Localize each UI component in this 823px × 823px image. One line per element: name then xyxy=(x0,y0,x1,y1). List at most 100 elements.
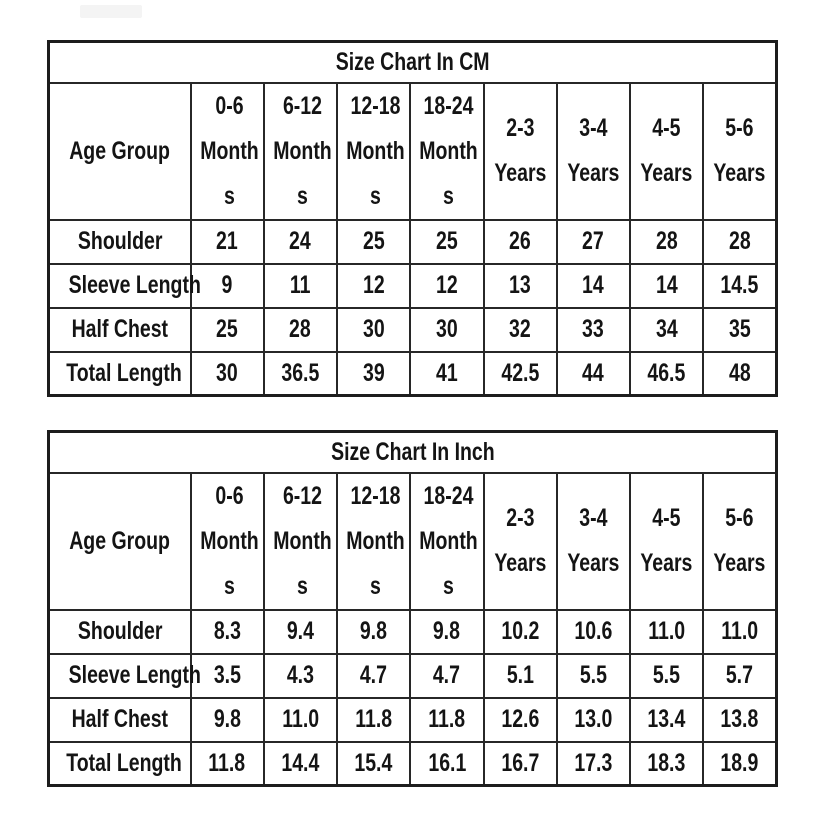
cell-value: 10.2 xyxy=(501,617,540,645)
cell-value: 17.3 xyxy=(574,748,613,777)
column-header-cell: 0-6 Month s xyxy=(189,471,265,611)
table-row: Shoulder 8.3 9.4 9.8 9.8 10.2 10.6 11.0 … xyxy=(47,608,778,655)
value-cell: 16.1 xyxy=(409,740,485,787)
cell-value: 36.5 xyxy=(281,358,320,387)
cell-value: 9.4 xyxy=(286,617,314,645)
column-header-cell: 6-12 Month s xyxy=(262,471,339,611)
value-cell: 28 xyxy=(262,306,339,353)
cell-value: 12 xyxy=(436,271,458,299)
cell-value: 9.8 xyxy=(433,617,461,645)
cell-value: 30 xyxy=(362,315,385,343)
value-cell: 34 xyxy=(628,306,705,353)
row-label: Sleeve Length xyxy=(68,271,201,299)
column-header-cell: 0-6 Month s xyxy=(189,81,265,221)
cell-value: 21 xyxy=(216,227,238,255)
column-header-label: 18-24 Month s xyxy=(419,91,478,210)
cell-value: 28 xyxy=(289,315,312,343)
cell-value: 41 xyxy=(436,358,458,387)
value-cell: 14 xyxy=(628,262,705,309)
cell-value: 30 xyxy=(216,358,238,387)
row-label-cell: Shoulder xyxy=(47,608,192,655)
value-cell: 5.5 xyxy=(628,652,705,699)
column-header-label: 6-12 Month s xyxy=(272,481,332,600)
value-cell: 18.3 xyxy=(628,740,705,787)
value-cell: 35 xyxy=(702,306,778,353)
value-cell: 28 xyxy=(702,218,778,265)
cell-value: 4.7 xyxy=(360,661,388,689)
table-row: Total Length 30 36.5 39 41 42.5 44 46.5 … xyxy=(47,350,778,397)
cell-value: 12 xyxy=(362,271,385,299)
row-label-cell: Total Length xyxy=(47,740,192,787)
cell-value: 9 xyxy=(221,271,233,299)
value-cell: 30 xyxy=(189,350,265,397)
row-label: Half Chest xyxy=(71,705,168,733)
column-header-label: 3-4 Years xyxy=(567,504,620,577)
cell-value: 3.5 xyxy=(213,661,241,689)
cell-value: 16.7 xyxy=(501,748,540,777)
size-chart-inch-table: Size Chart In Inch Age Group 0-6 Month s… xyxy=(47,430,778,787)
column-header-label: 6-12 Month s xyxy=(272,91,332,210)
value-cell: 39 xyxy=(335,350,412,397)
cell-value: 39 xyxy=(362,358,385,387)
value-cell: 26 xyxy=(482,218,558,265)
value-cell: 25 xyxy=(189,306,265,353)
value-cell: 5.7 xyxy=(702,652,778,699)
cell-value: 28 xyxy=(655,227,678,255)
cell-value: 11.8 xyxy=(428,705,466,733)
value-cell: 14.4 xyxy=(262,740,339,787)
cell-value: 24 xyxy=(289,227,312,255)
value-cell: 41 xyxy=(409,350,485,397)
column-header-cell: 3-4 Years xyxy=(555,471,632,611)
table-title-cell: Size Chart In CM xyxy=(47,40,778,84)
cell-value: 4.3 xyxy=(286,661,314,689)
value-cell: 28 xyxy=(628,218,705,265)
value-cell: 46.5 xyxy=(628,350,705,397)
column-header-cell: 2-3 Years xyxy=(482,81,558,221)
row-label-cell: Sleeve Length xyxy=(47,262,201,309)
cell-value: 27 xyxy=(582,227,605,255)
table-row: Total Length 11.8 14.4 15.4 16.1 16.7 17… xyxy=(47,740,778,787)
cell-value: 11.0 xyxy=(648,617,686,645)
cell-value: 30 xyxy=(436,315,458,343)
table-title-cell: Size Chart In Inch xyxy=(47,430,778,474)
value-cell: 13.0 xyxy=(555,696,632,743)
value-cell: 16.7 xyxy=(482,740,558,787)
cell-value: 13 xyxy=(509,271,531,299)
cell-value: 11.0 xyxy=(281,705,319,733)
value-cell: 24 xyxy=(262,218,339,265)
table-title: Size Chart In Inch xyxy=(330,437,495,466)
value-cell: 11.0 xyxy=(262,696,339,743)
value-cell: 21 xyxy=(189,218,265,265)
cell-value: 14.5 xyxy=(720,271,759,299)
value-cell: 3.5 xyxy=(189,652,265,699)
value-cell: 4.7 xyxy=(409,652,485,699)
cell-value: 5.1 xyxy=(506,661,534,689)
value-cell: 5.1 xyxy=(482,652,558,699)
cell-value: 15.4 xyxy=(354,748,393,777)
cell-value: 14.4 xyxy=(281,748,320,777)
cell-value: 18.3 xyxy=(647,748,686,777)
cell-value: 5.5 xyxy=(653,661,681,689)
cell-value: 9.8 xyxy=(213,705,241,733)
cell-value: 13.0 xyxy=(574,705,613,733)
column-header-cell: 18-24 Month s xyxy=(409,471,485,611)
value-cell: 10.6 xyxy=(555,608,632,655)
cell-value: 12.6 xyxy=(501,705,540,733)
column-header-cell: 18-24 Month s xyxy=(409,81,485,221)
cell-value: 11.0 xyxy=(721,617,759,645)
column-header-label: 0-6 Month s xyxy=(199,481,259,600)
cell-value: 44 xyxy=(582,358,605,387)
cell-value: 14 xyxy=(582,271,605,299)
cell-value: 4.7 xyxy=(433,661,461,689)
value-cell: 11.8 xyxy=(335,696,412,743)
cell-value: 11 xyxy=(290,271,311,299)
value-cell: 44 xyxy=(555,350,632,397)
value-cell: 42.5 xyxy=(482,350,558,397)
cell-value: 16.1 xyxy=(427,748,466,777)
value-cell: 36.5 xyxy=(262,350,339,397)
value-cell: 30 xyxy=(409,306,485,353)
value-cell: 9.4 xyxy=(262,608,339,655)
cell-value: 33 xyxy=(582,315,605,343)
cell-value: 35 xyxy=(728,315,751,343)
value-cell: 4.7 xyxy=(335,652,412,699)
